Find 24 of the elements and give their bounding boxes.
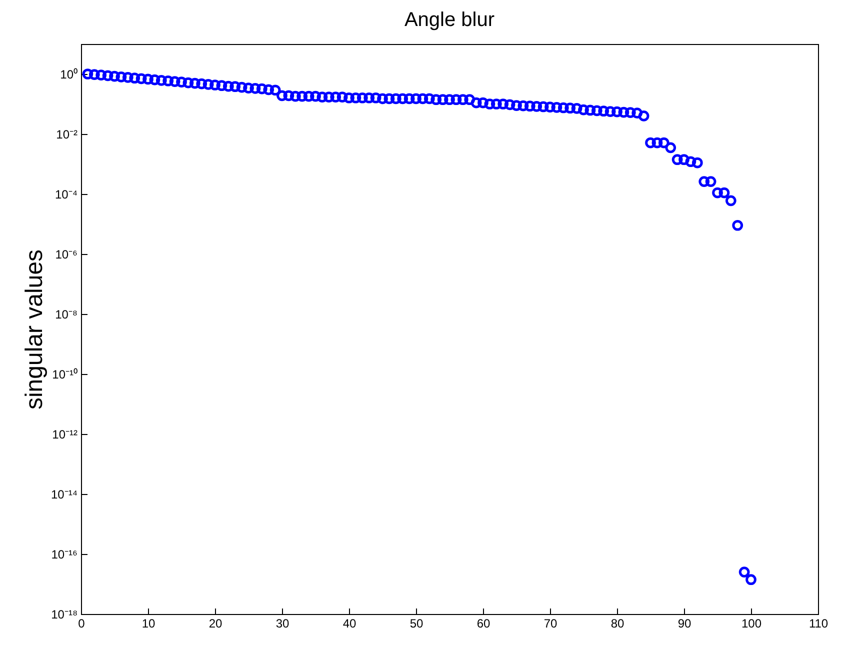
chart-title: Angle blur: [404, 9, 495, 31]
x-tick-label: 40: [342, 616, 356, 630]
x-tick-label: 30: [276, 616, 290, 630]
y-tick-label: 10⁻⁶: [55, 248, 78, 262]
x-tick-label: 70: [544, 616, 558, 630]
x-tick-label: 60: [476, 616, 490, 630]
x-tick-label: 100: [741, 616, 762, 630]
y-tick-label: 10⁻⁴: [54, 188, 78, 202]
y-tick-label: 10⁻¹⁰: [52, 368, 78, 382]
x-tick-label: 20: [208, 616, 222, 630]
y-tick-label: 10⁻⁸: [55, 308, 78, 322]
y-tick-label: 10⁻²: [56, 128, 78, 142]
y-tick-label: 10⁻¹⁸: [51, 608, 78, 622]
x-tick-label: 10: [142, 616, 156, 630]
x-tick-label: 110: [808, 616, 828, 630]
y-tick-label: 10⁰: [60, 68, 78, 82]
x-tick-label: 80: [610, 616, 624, 630]
y-axis-title: singular values: [21, 249, 48, 410]
x-tick-label: 0: [78, 616, 86, 630]
y-tick-label: 10⁻¹⁶: [51, 548, 78, 562]
x-tick-label: 90: [678, 616, 692, 630]
x-tick-label: 50: [410, 616, 424, 630]
y-tick-label: 10⁻¹⁴: [51, 488, 78, 502]
y-tick-label: 10⁻¹²: [52, 428, 78, 442]
